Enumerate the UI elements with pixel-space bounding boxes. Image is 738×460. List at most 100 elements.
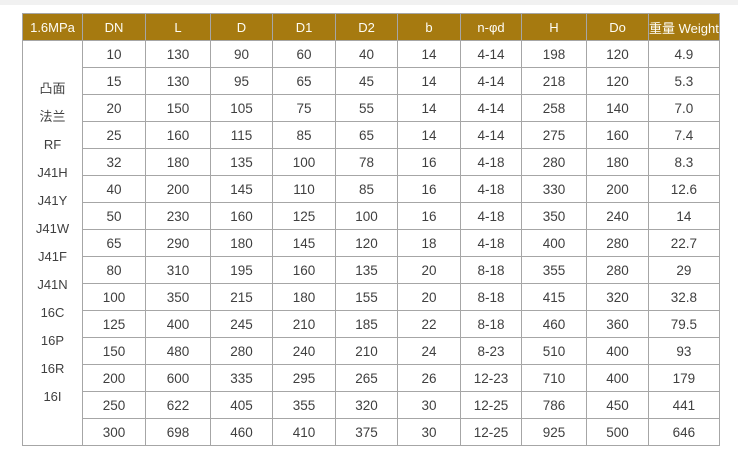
flange-type-line: 凸面 (39, 81, 66, 96)
spec-value-cell: 200 (82, 364, 146, 392)
spec-value-cell: 280 (586, 229, 649, 257)
table-row: 200 600 335 295 265 26 12-23 710 400 179 (23, 364, 720, 392)
spec-value-cell: 24 (397, 337, 461, 365)
spec-value-cell: 198 (521, 40, 587, 68)
spec-value-cell: 100 (335, 202, 398, 230)
spec-value-cell: 40 (335, 40, 398, 68)
spec-value-cell: 600 (145, 364, 211, 392)
spec-value-cell: 8.3 (648, 148, 720, 176)
column-header-h: H (521, 13, 587, 41)
column-header-d: D (210, 13, 273, 41)
spec-value-cell: 55 (335, 94, 398, 122)
spec-value-cell: 646 (648, 418, 720, 446)
flange-type-line: J41W (35, 221, 70, 236)
flange-type-line: 16R (40, 361, 65, 376)
flange-type-line: J41Y (37, 193, 68, 208)
spec-value-cell: 120 (335, 229, 398, 257)
spec-value-cell: 100 (82, 283, 146, 311)
column-header-d2: D2 (335, 13, 398, 41)
spec-value-cell: 460 (210, 418, 273, 446)
spec-value-cell: 310 (145, 256, 211, 284)
spec-value-cell: 130 (145, 67, 211, 95)
spec-value-cell: 85 (335, 175, 398, 203)
spec-value-cell: 135 (210, 148, 273, 176)
spec-value-cell: 410 (272, 418, 336, 446)
flange-type-line: 法兰 (39, 109, 66, 124)
spec-value-cell: 350 (521, 202, 587, 230)
spec-value-cell: 85 (272, 121, 336, 149)
spec-value-cell: 145 (210, 175, 273, 203)
spec-table-body: 凸面 法兰 RF J41H J41Y J41W J41F J41N 16C 16P 16R 16I 10… (22, 40, 720, 446)
spec-value-cell: 185 (335, 310, 398, 338)
spec-value-cell: 4-14 (460, 67, 522, 95)
spec-value-cell: 295 (272, 364, 336, 392)
spec-value-cell: 26 (397, 364, 461, 392)
spec-value-cell: 25 (82, 121, 146, 149)
spec-value-cell: 250 (82, 391, 146, 419)
spec-value-cell: 4-14 (460, 40, 522, 68)
spec-value-cell: 925 (521, 418, 587, 446)
spec-value-cell: 95 (210, 67, 273, 95)
flange-type-cell: 凸面 法兰 RF J41H J41Y J41W J41F J41N 16C 16P 16R 16I (22, 40, 83, 446)
spec-value-cell: 280 (521, 148, 587, 176)
spec-value-cell: 65 (335, 121, 398, 149)
spec-value-cell: 14 (648, 202, 720, 230)
column-header-d1: D1 (272, 13, 336, 41)
spec-value-cell: 22 (397, 310, 461, 338)
spec-value-cell: 405 (210, 391, 273, 419)
spec-value-cell: 29 (648, 256, 720, 284)
spec-value-cell: 93 (648, 337, 720, 365)
spec-value-cell: 20 (82, 94, 146, 122)
table-row: 32 180 135 100 78 16 4-18 280 180 8.3 (23, 148, 720, 176)
spec-value-cell: 20 (397, 256, 461, 284)
column-header-weight: 重量 Weight (648, 13, 720, 41)
spec-value-cell: 120 (586, 67, 649, 95)
flange-type-line: J41F (38, 249, 67, 264)
spec-value-cell: 10 (82, 40, 146, 68)
spec-value-cell: 335 (210, 364, 273, 392)
spec-value-cell: 135 (335, 256, 398, 284)
spec-value-cell: 400 (521, 229, 587, 257)
spec-value-cell: 120 (586, 40, 649, 68)
spec-value-cell: 12-25 (460, 391, 522, 419)
flange-type-line: 16I (43, 389, 62, 404)
spec-value-cell: 4-18 (460, 229, 522, 257)
spec-value-cell: 22.7 (648, 229, 720, 257)
spec-value-cell: 500 (586, 418, 649, 446)
spec-value-cell: 265 (335, 364, 398, 392)
spec-value-cell: 330 (521, 175, 587, 203)
spec-value-cell: 65 (82, 229, 146, 257)
table-row: 125 400 245 210 185 22 8-18 460 360 79.5 (23, 310, 720, 338)
spec-value-cell: 160 (210, 202, 273, 230)
column-header-do: Do (586, 13, 649, 41)
spec-value-cell: 14 (397, 67, 461, 95)
spec-value-cell: 110 (272, 175, 336, 203)
spec-value-cell: 12-23 (460, 364, 522, 392)
spec-value-cell: 8-18 (460, 283, 522, 311)
spec-value-cell: 290 (145, 229, 211, 257)
spec-value-cell: 218 (521, 67, 587, 95)
flange-type-line: J41H (37, 165, 68, 180)
spec-value-cell: 50 (82, 202, 146, 230)
spec-value-cell: 360 (586, 310, 649, 338)
spec-value-cell: 78 (335, 148, 398, 176)
spec-value-cell: 210 (272, 310, 336, 338)
spec-value-cell: 4.9 (648, 40, 720, 68)
spec-value-cell: 622 (145, 391, 211, 419)
spec-value-cell: 510 (521, 337, 587, 365)
spec-value-cell: 230 (145, 202, 211, 230)
spec-value-cell: 5.3 (648, 67, 720, 95)
spec-value-cell: 375 (335, 418, 398, 446)
header-row: 1.6MPa DN L D D1 D2 b n-φd H Do 重量 Weigh… (22, 13, 720, 41)
table-row: 300 698 460 410 375 30 12-25 925 500 646 (23, 418, 720, 446)
spec-value-cell: 441 (648, 391, 720, 419)
spec-value-cell: 240 (272, 337, 336, 365)
spec-value-cell: 160 (272, 256, 336, 284)
spec-value-cell: 145 (272, 229, 336, 257)
spec-value-cell: 4-14 (460, 121, 522, 149)
table-row: 凸面 法兰 RF J41H J41Y J41W J41F J41N 16C 16P 16R 16I 10… (22, 40, 720, 446)
spec-value-cell: 355 (272, 391, 336, 419)
spec-value-cell: 415 (521, 283, 587, 311)
table-row: 150 480 280 240 210 24 8-23 510 400 93 (23, 337, 720, 365)
spec-value-cell: 210 (335, 337, 398, 365)
